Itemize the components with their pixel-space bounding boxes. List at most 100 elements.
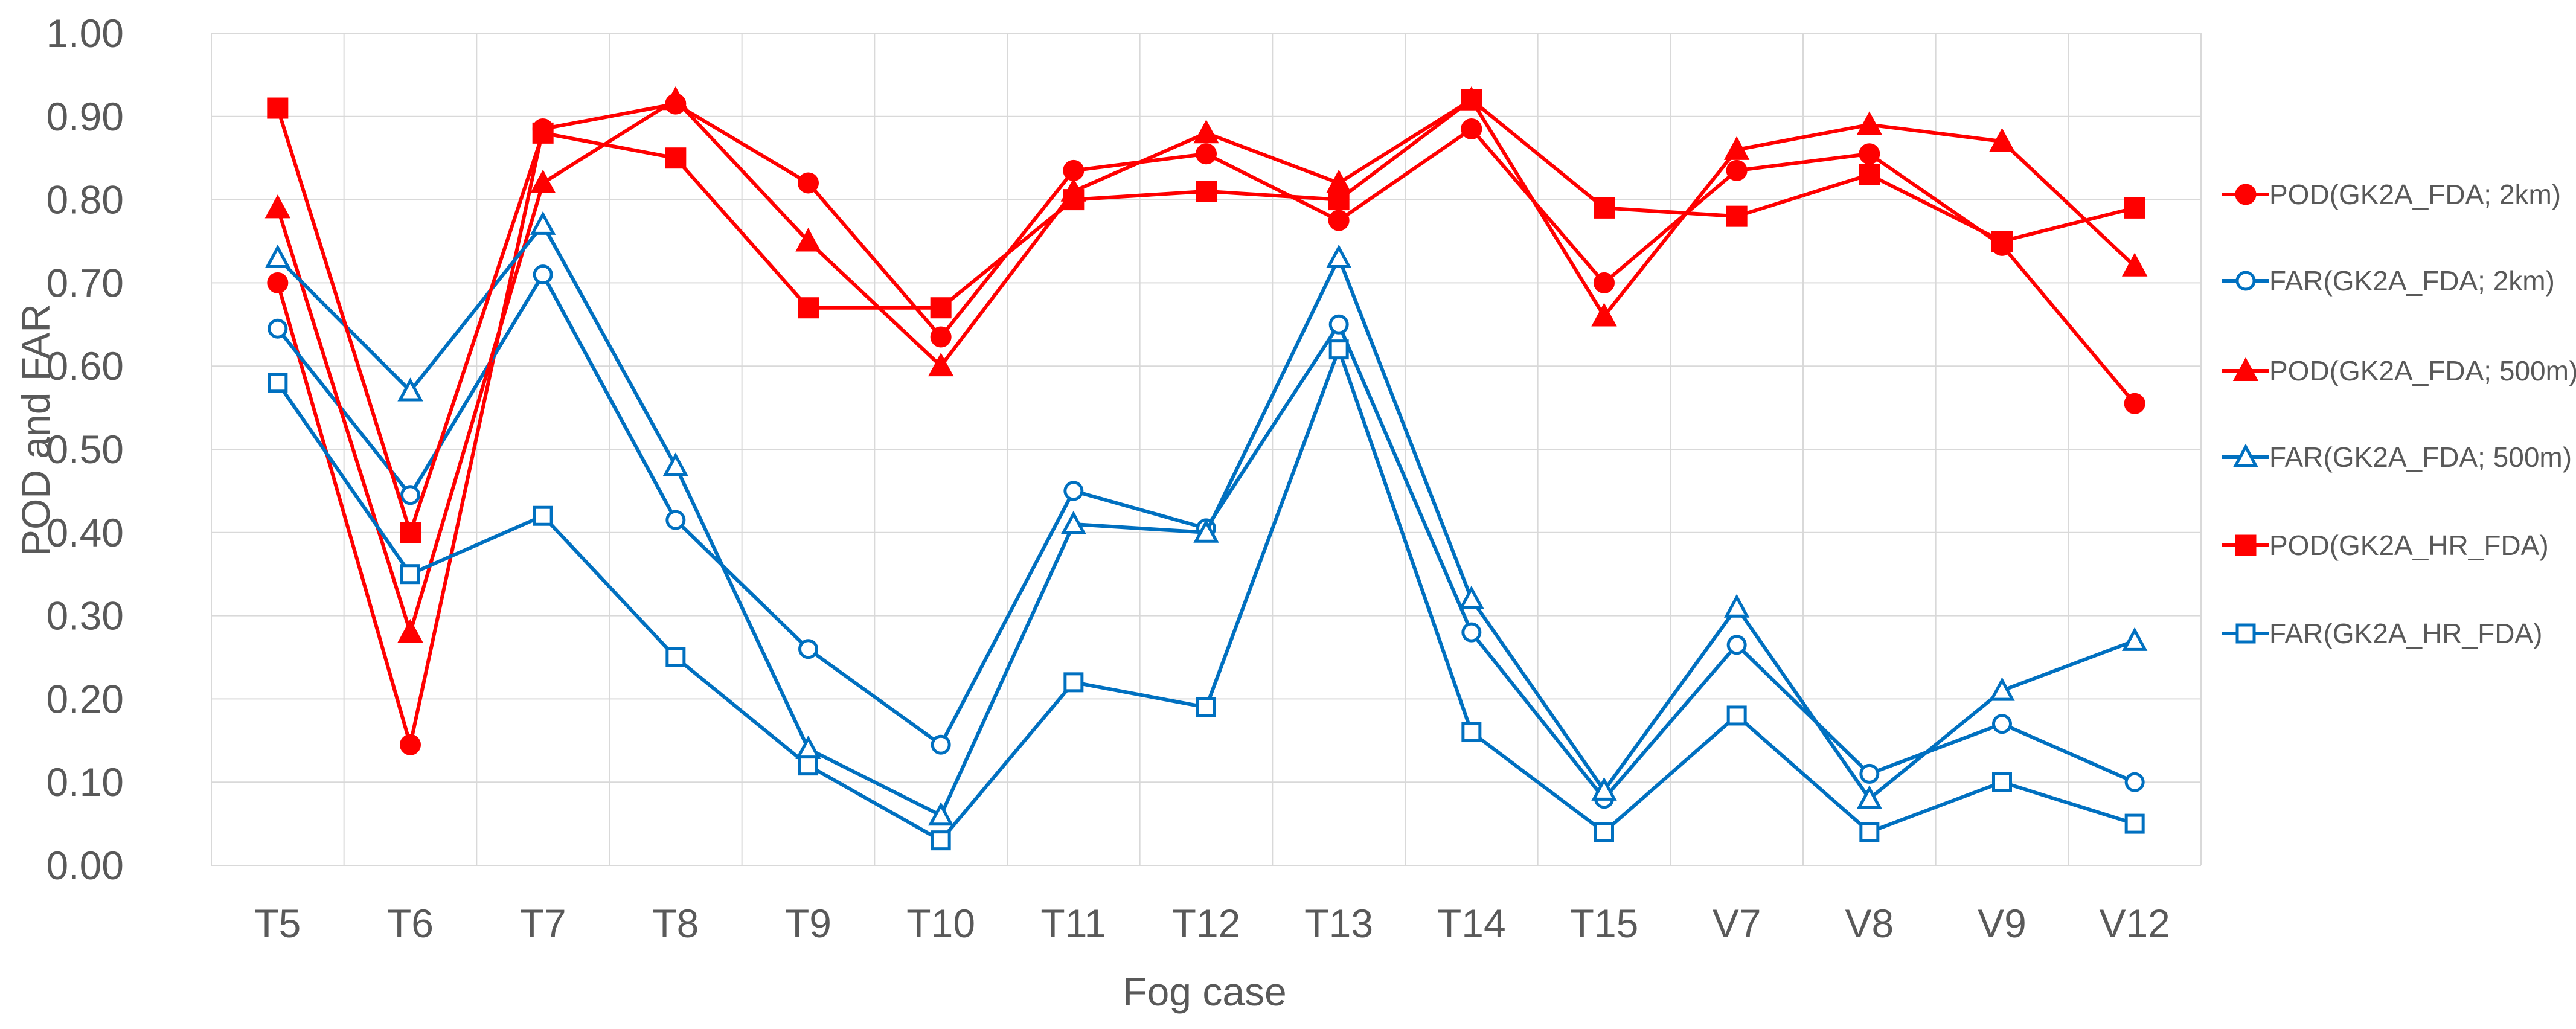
data-point bbox=[2124, 772, 2145, 792]
legend: POD(GK2A_FDA; 2km) FAR(GK2A_FDA; 2km) POD(… bbox=[2222, 179, 2576, 649]
data-point bbox=[1859, 822, 1880, 842]
data-point bbox=[665, 147, 687, 169]
data-point bbox=[1594, 272, 1615, 293]
y-tick-label: 0.20 bbox=[46, 676, 124, 721]
data-point bbox=[798, 297, 819, 319]
x-tick-label: T11 bbox=[1040, 901, 1106, 946]
x-tick-label: T8 bbox=[652, 901, 699, 946]
data-point bbox=[2124, 393, 2145, 414]
data-point bbox=[530, 169, 556, 193]
legend-label: FAR(GK2A_HR_FDA) bbox=[2269, 618, 2542, 649]
series-4 bbox=[264, 211, 2148, 826]
data-point bbox=[2121, 252, 2148, 277]
data-point bbox=[267, 272, 289, 293]
data-point bbox=[1196, 697, 1216, 717]
data-point bbox=[1461, 622, 1482, 643]
data-point bbox=[397, 377, 423, 402]
y-axis-title: POD and FAR bbox=[13, 304, 58, 556]
data-point bbox=[1063, 672, 1084, 693]
y-tick-label: 0.70 bbox=[46, 260, 124, 305]
y-tick-label: 0.40 bbox=[46, 510, 124, 555]
data-point bbox=[795, 735, 821, 760]
data-point bbox=[1461, 722, 1482, 743]
x-tick-label: T6 bbox=[387, 901, 434, 946]
data-point bbox=[2121, 627, 2148, 651]
legend-label: POD(GK2A_FDA; 2km) bbox=[2269, 179, 2561, 210]
y-tick-labels: 0.00 0.10 0.20 0.30 0.40 0.50 0.60 0.70 0.80 0.90… bbox=[46, 11, 124, 888]
data-point bbox=[533, 505, 553, 526]
data-point bbox=[1196, 181, 1217, 202]
data-point bbox=[268, 373, 288, 393]
x-tick-label: V7 bbox=[1713, 901, 1761, 946]
data-point bbox=[1193, 120, 1219, 144]
legend-marker bbox=[2235, 271, 2256, 291]
x-tick-label: V8 bbox=[1845, 901, 1894, 946]
data-point bbox=[1328, 339, 1349, 360]
y-tick-label: 0.90 bbox=[46, 94, 124, 139]
y-tick-label: 0.00 bbox=[46, 843, 124, 888]
legend-marker bbox=[2235, 623, 2256, 644]
data-point bbox=[268, 318, 288, 339]
data-point bbox=[931, 734, 951, 755]
data-point bbox=[1328, 314, 1349, 335]
data-point bbox=[530, 211, 556, 235]
data-point bbox=[264, 244, 291, 269]
legend-item: FAR(GK2A_HR_FDA) bbox=[2222, 618, 2542, 649]
data-point bbox=[1723, 594, 1750, 618]
data-point bbox=[1726, 635, 1747, 655]
data-point bbox=[798, 172, 819, 194]
legend-marker bbox=[2232, 357, 2259, 381]
data-point bbox=[1989, 127, 2015, 152]
data-point bbox=[1859, 763, 1880, 784]
legend-item: POD(GK2A_FDA; 500m) bbox=[2222, 355, 2576, 386]
data-point bbox=[1989, 677, 2015, 701]
data-point bbox=[1060, 510, 1087, 534]
x-tick-label: T5 bbox=[254, 901, 301, 946]
data-point bbox=[1325, 244, 1352, 269]
legend-label: FAR(GK2A_FDA; 2km) bbox=[2269, 265, 2555, 297]
x-tick-label: V9 bbox=[1978, 901, 2027, 946]
data-point bbox=[1856, 785, 1883, 809]
legend-item: FAR(GK2A_FDA; 2km) bbox=[2222, 265, 2555, 297]
legend-item: POD(GK2A_HR_FDA) bbox=[2222, 530, 2549, 561]
data-point bbox=[1591, 777, 1617, 801]
data-point bbox=[662, 452, 689, 476]
y-tick-label: 0.50 bbox=[46, 427, 124, 472]
data-point bbox=[795, 228, 821, 252]
legend-item: FAR(GK2A_FDA; 500m) bbox=[2222, 441, 2572, 473]
data-point bbox=[930, 326, 952, 348]
data-point bbox=[400, 522, 421, 543]
x-axis-title: Fog case bbox=[1123, 969, 1286, 1014]
series-5 bbox=[267, 89, 2145, 543]
data-point bbox=[1193, 519, 1219, 543]
data-point bbox=[533, 264, 553, 285]
data-point bbox=[1328, 189, 1350, 211]
y-tick-label: 1.00 bbox=[46, 11, 124, 56]
series-6 bbox=[268, 339, 2145, 851]
legend-label: POD(GK2A_FDA; 500m) bbox=[2269, 355, 2576, 386]
data-point bbox=[1063, 189, 1085, 211]
y-tick-label: 0.80 bbox=[46, 178, 124, 222]
y-tick-label: 0.60 bbox=[46, 344, 124, 388]
data-point bbox=[1328, 210, 1350, 231]
data-point bbox=[2124, 197, 2145, 219]
y-tick-label: 0.10 bbox=[46, 760, 124, 804]
data-point bbox=[1856, 111, 1883, 135]
data-point bbox=[1063, 481, 1084, 501]
data-point bbox=[264, 194, 291, 219]
legend-label: FAR(GK2A_FDA; 500m) bbox=[2269, 441, 2572, 473]
legend-marker bbox=[2235, 534, 2257, 556]
data-point bbox=[1726, 159, 1748, 181]
data-point bbox=[1992, 772, 2012, 792]
data-point bbox=[267, 97, 289, 119]
data-point bbox=[397, 618, 423, 643]
legend-label: POD(GK2A_HR_FDA) bbox=[2269, 530, 2549, 561]
data-point bbox=[2124, 813, 2145, 834]
data-point bbox=[798, 639, 818, 659]
data-point bbox=[1992, 714, 2012, 734]
data-point bbox=[1594, 197, 1615, 219]
x-tick-label: T10 bbox=[906, 901, 975, 946]
x-tick-labels: T5 T6 T7 T8 T9 T10 T11 T12 T13 T14 T15 V7 V8 V9 V12 bbox=[254, 901, 2170, 946]
x-tick-label: T14 bbox=[1437, 901, 1506, 946]
